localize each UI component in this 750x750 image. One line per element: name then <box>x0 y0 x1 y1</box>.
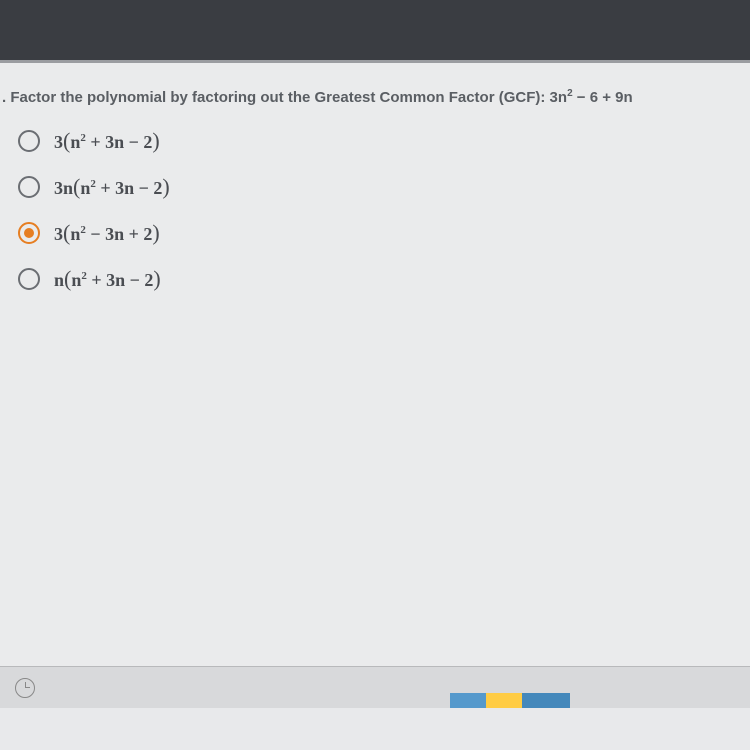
radio-icon-selected[interactable] <box>18 222 40 244</box>
radio-icon[interactable] <box>18 130 40 152</box>
option-b[interactable]: 3n(n2 + 3n − 2) <box>18 174 750 200</box>
option-d[interactable]: n(n2 + 3n − 2) <box>18 266 750 292</box>
question-prefix: . Factor the polynomial by factoring out… <box>2 89 545 106</box>
options-list: 3(n2 + 3n − 2) 3n(n2 + 3n − 2) 3(n2 − 3n… <box>0 128 750 292</box>
status-bar <box>0 666 750 708</box>
radio-icon[interactable] <box>18 268 40 290</box>
question-expression: 3n2 − 6 + 9n <box>550 89 633 106</box>
option-label: 3n(n2 + 3n − 2) <box>54 174 170 200</box>
radio-dot <box>24 228 34 238</box>
taskbar-snippet <box>450 693 570 708</box>
radio-icon[interactable] <box>18 176 40 198</box>
option-c[interactable]: 3(n2 − 3n + 2) <box>18 220 750 246</box>
option-label: n(n2 + 3n − 2) <box>54 266 161 292</box>
question-prompt: . Factor the polynomial by factoring out… <box>0 88 750 106</box>
clock-icon[interactable] <box>15 678 35 698</box>
option-label: 3(n2 + 3n − 2) <box>54 128 160 154</box>
option-label: 3(n2 − 3n + 2) <box>54 220 160 246</box>
window-top-bar <box>0 0 750 60</box>
quiz-content: . Factor the polynomial by factoring out… <box>0 63 750 708</box>
option-a[interactable]: 3(n2 + 3n − 2) <box>18 128 750 154</box>
